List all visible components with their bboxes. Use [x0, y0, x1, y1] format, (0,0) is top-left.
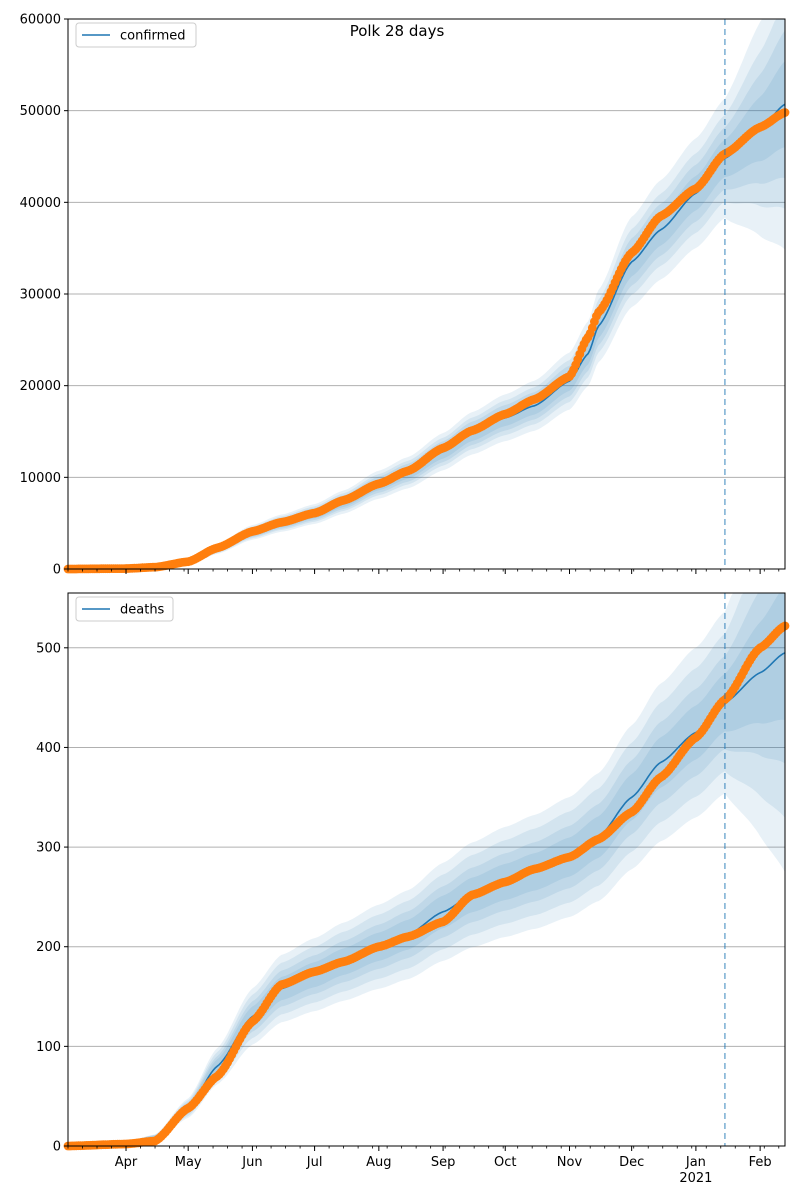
y-tick-label: 200	[36, 940, 61, 955]
x-tick-label: Sep	[431, 1155, 456, 1170]
y-tick-label: 50000	[20, 104, 61, 119]
x-tick-label: Oct	[494, 1155, 516, 1170]
y-tick-label: 0	[53, 1140, 61, 1155]
legend: confirmed	[75, 22, 197, 48]
x-tick-label: Jul	[306, 1155, 323, 1170]
axes-frame	[67, 592, 786, 1147]
observed-points	[63, 621, 790, 1151]
x-tick-label: Jan	[685, 1155, 706, 1170]
y-tick-label: 500	[36, 641, 61, 656]
x-tick-label: Jun	[241, 1155, 262, 1170]
x-tick-label: Nov	[557, 1155, 583, 1170]
y-tick-label: 400	[36, 741, 61, 756]
x-tick-label: Apr	[115, 1155, 138, 1170]
confidence-band-2	[68, 593, 785, 1146]
observed-points	[63, 108, 790, 574]
confidence-band-2	[68, 30, 785, 569]
x-tick-label: Dec	[619, 1155, 644, 1170]
legend-label: confirmed	[120, 29, 186, 44]
y-tick-label: 60000	[20, 13, 61, 28]
confidence-band-0	[68, 593, 785, 1146]
legend-box	[75, 596, 174, 622]
y-tick-label: 300	[36, 841, 61, 856]
y-tick-label: 10000	[20, 471, 61, 486]
legend: deaths	[75, 596, 174, 622]
deaths-panel: 0 100 200 300 400 500 Apr May Jun Jul Aug Sep Oct Nov…	[36, 592, 790, 1186]
legend-box	[75, 22, 197, 48]
y-tick-label: 30000	[20, 288, 61, 303]
x-tick-label: May	[175, 1155, 202, 1170]
confidence-band-1	[68, 593, 785, 1146]
legend-label: deaths	[120, 603, 165, 618]
figure-title: Polk 28 days	[350, 22, 445, 40]
confidence-band-3	[68, 61, 785, 569]
y-tick-label: 40000	[20, 196, 61, 211]
x-tick-sublabel: 2021	[679, 1171, 712, 1186]
y-tick-label: 100	[36, 1040, 61, 1055]
x-tick-label: Feb	[749, 1155, 772, 1170]
x-tick-label: Aug	[366, 1155, 391, 1170]
y-tick-label: 20000	[20, 379, 61, 394]
confirmed-panel: 0 10000 20000 30000 40000 50000 60000 confirmed	[20, 13, 790, 578]
y-tick-label: 0	[53, 563, 61, 578]
